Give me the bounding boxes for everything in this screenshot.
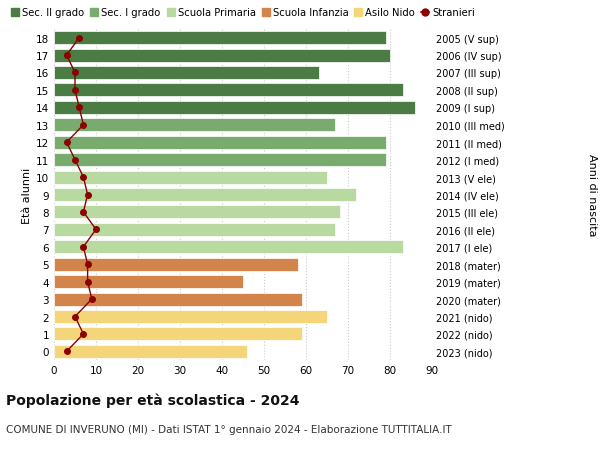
Bar [54,50,390,62]
Text: COMUNE DI INVERUNO (MI) - Dati ISTAT 1° gennaio 2024 - Elaborazione TUTTITALIA.I: COMUNE DI INVERUNO (MI) - Dati ISTAT 1° … [6,425,452,435]
Bar [54,258,298,271]
Bar [54,171,327,184]
Bar [54,136,386,150]
Bar [54,101,415,115]
Bar [54,328,302,341]
Bar [54,224,335,236]
Bar [54,310,327,323]
Bar [54,241,403,254]
Bar [54,154,386,167]
Bar [54,32,386,45]
Text: Popolazione per età scolastica - 2024: Popolazione per età scolastica - 2024 [6,392,299,407]
Text: Anni di nascita: Anni di nascita [587,154,597,236]
Bar [54,119,335,132]
Bar [54,275,243,289]
Legend: Sec. II grado, Sec. I grado, Scuola Primaria, Scuola Infanzia, Asilo Nido, Stran: Sec. II grado, Sec. I grado, Scuola Prim… [11,8,475,18]
Bar [54,84,403,97]
Bar [54,345,247,358]
Bar [54,189,356,202]
Y-axis label: Età alunni: Età alunni [22,167,32,223]
Bar [54,293,302,306]
Bar [54,67,319,80]
Bar [54,206,340,219]
